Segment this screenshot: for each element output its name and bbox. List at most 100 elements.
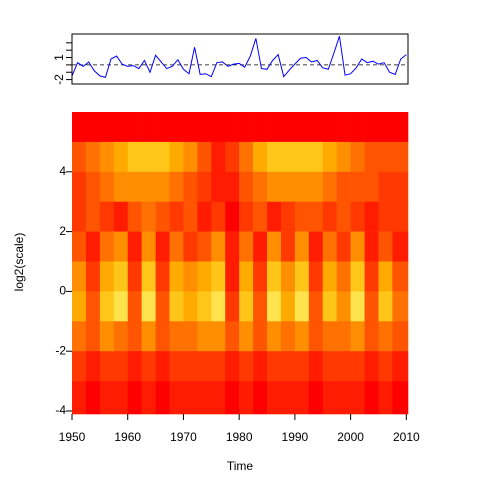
heat-cell (267, 351, 282, 382)
heat-cell (308, 291, 324, 322)
heat-cell (253, 231, 268, 262)
heat-cell (141, 171, 156, 203)
heat-cell (225, 261, 240, 292)
heat-cell (280, 201, 296, 232)
heat-cell (253, 141, 268, 173)
heat-cell (211, 231, 226, 262)
heat-cell (364, 112, 379, 143)
heat-cell (197, 261, 212, 292)
heat-cell (392, 291, 409, 322)
heat-cell (72, 171, 87, 203)
heat-cell (280, 112, 296, 143)
heat-cell (336, 381, 351, 415)
heat-cell (253, 291, 268, 322)
heat-cell (99, 141, 115, 173)
y-tick-label: -4 (55, 403, 66, 417)
heat-cell (183, 351, 198, 382)
heat-cell (155, 201, 170, 232)
x-axis-label: Time (227, 459, 254, 473)
heat-cell (322, 231, 337, 262)
heat-cell (155, 351, 170, 382)
heat-cell (378, 321, 393, 352)
heat-cell (183, 141, 198, 173)
heat-cell (378, 171, 393, 203)
heat-cell (322, 171, 337, 203)
heat-cell (280, 381, 296, 415)
heat-cell (72, 321, 87, 352)
heat-cell (113, 231, 129, 262)
heat-cell (350, 171, 365, 203)
heat-cell (127, 351, 142, 382)
heat-cell (155, 141, 170, 173)
heat-cell (322, 141, 337, 173)
heat-cell (308, 112, 324, 143)
heat-cell (336, 291, 351, 322)
heat-cell (197, 351, 212, 382)
heat-cell (99, 261, 115, 292)
heat-cell (392, 261, 409, 292)
heat-cell (225, 291, 240, 322)
heat-cell (239, 141, 254, 173)
x-tick-label: 1970 (170, 430, 197, 444)
heat-cell (378, 141, 393, 173)
heat-cell (155, 171, 170, 203)
heat-cell (267, 291, 282, 322)
heat-cell (72, 112, 87, 143)
heat-cell (197, 141, 212, 173)
heat-cell (294, 261, 310, 292)
heat-cell (350, 201, 365, 232)
heat-cell (294, 321, 310, 352)
heat-cell (169, 171, 184, 203)
heat-cell (364, 321, 379, 352)
heat-cell (99, 321, 115, 352)
heat-cell (350, 141, 365, 173)
heat-cell (280, 171, 296, 203)
heat-cell (141, 141, 156, 173)
heat-cell (378, 351, 393, 382)
heat-cell (113, 291, 129, 322)
heat-cell (239, 112, 254, 143)
heat-cell (225, 321, 240, 352)
x-tick-label: 2000 (337, 430, 364, 444)
heat-cell (239, 201, 254, 232)
heat-cell (225, 351, 240, 382)
heat-cell (336, 171, 351, 203)
x-tick-label: 2010 (393, 430, 420, 444)
heat-cell (364, 231, 379, 262)
heat-cell (211, 141, 226, 173)
heat-cell (267, 112, 282, 143)
heat-cell (364, 261, 379, 292)
heat-cell (350, 112, 365, 143)
x-tick-label: 1990 (282, 430, 309, 444)
heat-cell (253, 381, 268, 415)
heat-cell (113, 201, 129, 232)
heat-cell (72, 381, 87, 415)
heat-cell (113, 171, 129, 203)
heat-cell (141, 261, 156, 292)
heat-cell (350, 381, 365, 415)
heat-cell (267, 171, 282, 203)
heat-cell (294, 201, 310, 232)
heat-cell (392, 231, 409, 262)
heat-cell (392, 112, 409, 143)
heat-cell (364, 201, 379, 232)
heat-cell (308, 171, 324, 203)
heat-cell (197, 231, 212, 262)
heat-cell (239, 231, 254, 262)
x-tick-label: 1950 (59, 430, 86, 444)
heat-cell (294, 231, 310, 262)
heat-cell (183, 171, 198, 203)
heat-cell (294, 351, 310, 382)
heat-cell (336, 112, 351, 143)
heat-cell (378, 201, 393, 232)
heat-cell (155, 231, 170, 262)
heat-cell (99, 201, 115, 232)
heat-cell (85, 171, 101, 203)
plot-frame (71, 33, 409, 85)
heat-cell (253, 321, 268, 352)
heat-cell (267, 201, 282, 232)
heat-cell (239, 171, 254, 203)
heat-cell (225, 171, 240, 203)
heat-cell (127, 261, 142, 292)
heat-cell (169, 201, 184, 232)
